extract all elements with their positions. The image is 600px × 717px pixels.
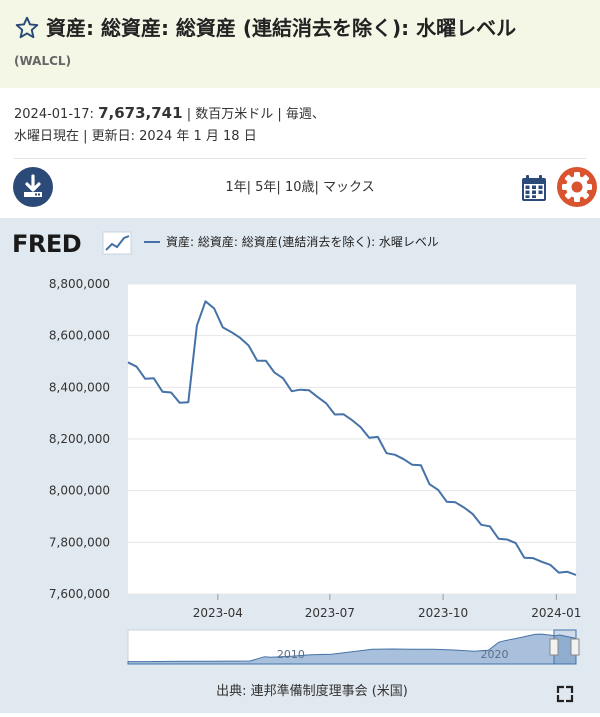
gear-icon[interactable] <box>556 166 598 208</box>
updated-info: 水曜日現在 | 更新日: 2024 年 1 月 18 日 <box>14 129 257 144</box>
range-separator: | <box>314 180 319 195</box>
gridlines <box>128 283 576 595</box>
navigator-area <box>127 633 577 665</box>
download-button[interactable] <box>13 167 53 207</box>
date-range-selector: 1年| 5年| 10歳| マックス <box>0 176 600 195</box>
fred-logo-graph-icon <box>102 231 132 255</box>
chart-toolbar: 1年| 5年| 10歳| マックス <box>0 159 600 219</box>
x-axis: 2023-04 2023-07 2023-10 2024-01 <box>193 594 581 620</box>
y-tick-label: 8,600,000 <box>49 329 110 343</box>
y-axis: 8,800,000 8,600,000 8,400,000 8,200,000 8,00… <box>49 277 110 601</box>
star-icon[interactable] <box>14 15 40 41</box>
y-tick-label: 8,000,000 <box>49 484 110 498</box>
observation-value: 7,673,741 <box>98 104 183 122</box>
x-tick-label: 2023-07 <box>305 606 355 620</box>
series-header: 資産: 総資産: 総資産 (連結消去を除く): 水曜レベル (WALCL) <box>0 0 600 88</box>
legend: 資産: 総資産: 総資産(連結消去を除く): 水曜レベル <box>144 234 439 249</box>
series-id: (WALCL) <box>14 54 72 68</box>
calendar-icon[interactable] <box>521 174 547 202</box>
chart-svg: FRED 資産: 総資産: 総資産(連結消去を除く): 水曜レベル 8,800,… <box>12 230 581 703</box>
fullscreen-icon[interactable] <box>556 685 574 703</box>
range-10y[interactable]: 10歳 <box>284 180 315 195</box>
navigator-handle-right[interactable] <box>570 638 580 656</box>
range-navigator[interactable]: 2010 2020 <box>127 629 580 665</box>
y-tick-label: 8,800,000 <box>49 277 110 291</box>
observation-date: 2024-01-17: <box>14 107 94 122</box>
legend-label: 資産: 総資産: 総資産(連結消去を除く): 水曜レベル <box>166 234 439 249</box>
page-title: 資産: 総資産: 総資産 (連結消去を除く): 水曜レベル <box>46 16 517 40</box>
y-tick-label: 7,800,000 <box>49 535 110 549</box>
navigator-year-label: 2020 <box>481 648 509 661</box>
download-icon <box>24 174 42 197</box>
navigator-handle-left[interactable] <box>549 638 559 656</box>
range-separator: | <box>276 180 281 195</box>
source-label: 出典: 連邦準備制度理事会 (米国) <box>216 683 408 699</box>
units-frequency: | 数百万米ドル | 毎週、 <box>186 107 325 122</box>
y-tick-label: 8,400,000 <box>49 380 110 394</box>
range-separator: | <box>246 180 251 195</box>
navigator-labels: 2010 2020 <box>277 648 509 661</box>
range-1y[interactable]: 1年 <box>225 180 247 195</box>
series-meta: 2024-01-17: 7,673,741 | 数百万米ドル | 毎週、 水曜日… <box>0 88 600 158</box>
divider <box>14 158 586 159</box>
x-tick-label: 2023-04 <box>193 606 243 620</box>
x-tick-label: 2023-10 <box>418 606 468 620</box>
y-tick-label: 8,200,000 <box>49 432 110 446</box>
range-max[interactable]: マックス <box>323 180 375 195</box>
fred-logo: FRED <box>12 230 81 258</box>
navigator-year-label: 2010 <box>277 648 305 661</box>
series-line <box>127 300 577 576</box>
range-5y[interactable]: 5年 <box>255 180 277 195</box>
chart-panel: FRED 資産: 総資産: 総資産(連結消去を除く): 水曜レベル 8,800,… <box>0 218 600 713</box>
y-tick-label: 7,600,000 <box>49 587 110 601</box>
x-tick-label: 2024-01 <box>531 606 581 620</box>
